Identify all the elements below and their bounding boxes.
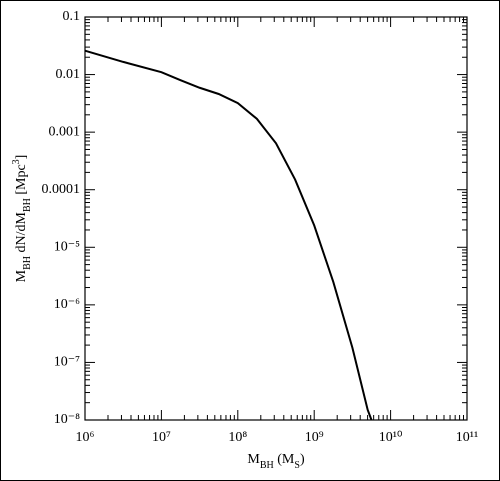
y-tick-label: 0.0001 xyxy=(42,182,81,197)
x-tick-label: 10⁹ xyxy=(305,430,324,445)
y-tick-label: 0.001 xyxy=(49,124,81,139)
x-tick-label: 10⁷ xyxy=(152,430,171,445)
x-axis-label-part: (M xyxy=(274,452,295,467)
y-axis-label-part: BH xyxy=(22,198,33,212)
y-tick-label: 10⁻⁷ xyxy=(54,355,80,370)
y-axis-label-part: [Mpc xyxy=(14,164,29,198)
x-tick-label: 10⁸ xyxy=(228,430,247,445)
x-tick-label: 10¹¹ xyxy=(456,430,478,445)
x-axis-label-part: ) xyxy=(300,452,305,467)
y-tick-label: 0.1 xyxy=(63,9,81,24)
y-axis-label-part: BH xyxy=(22,256,33,270)
x-tick-label: 10⁶ xyxy=(76,430,95,445)
x-axis-label: MBH (MS) xyxy=(247,452,305,471)
x-axis-label-part: BH xyxy=(260,460,274,471)
y-axis-label-part: dN/dM xyxy=(14,212,29,257)
y-axis-label-part: M xyxy=(14,269,29,282)
y-tick-label: 10⁻⁵ xyxy=(54,240,80,255)
x-axis-label-part: S xyxy=(294,460,300,471)
y-axis-label-part: 3 xyxy=(11,159,22,164)
plot-area xyxy=(84,16,468,421)
y-axis-label-part: ] xyxy=(14,155,29,160)
y-tick-label: 0.01 xyxy=(56,67,81,82)
y-tick-label: 10⁻⁶ xyxy=(54,297,80,312)
data-line xyxy=(84,49,373,421)
y-tick-label: 10⁻⁸ xyxy=(54,412,80,427)
x-axis-label-part: M xyxy=(247,452,260,467)
x-tick-label: 10¹⁰ xyxy=(379,430,403,445)
y-axis-label: MBH dN/dMBH [Mpc3] xyxy=(11,155,33,283)
